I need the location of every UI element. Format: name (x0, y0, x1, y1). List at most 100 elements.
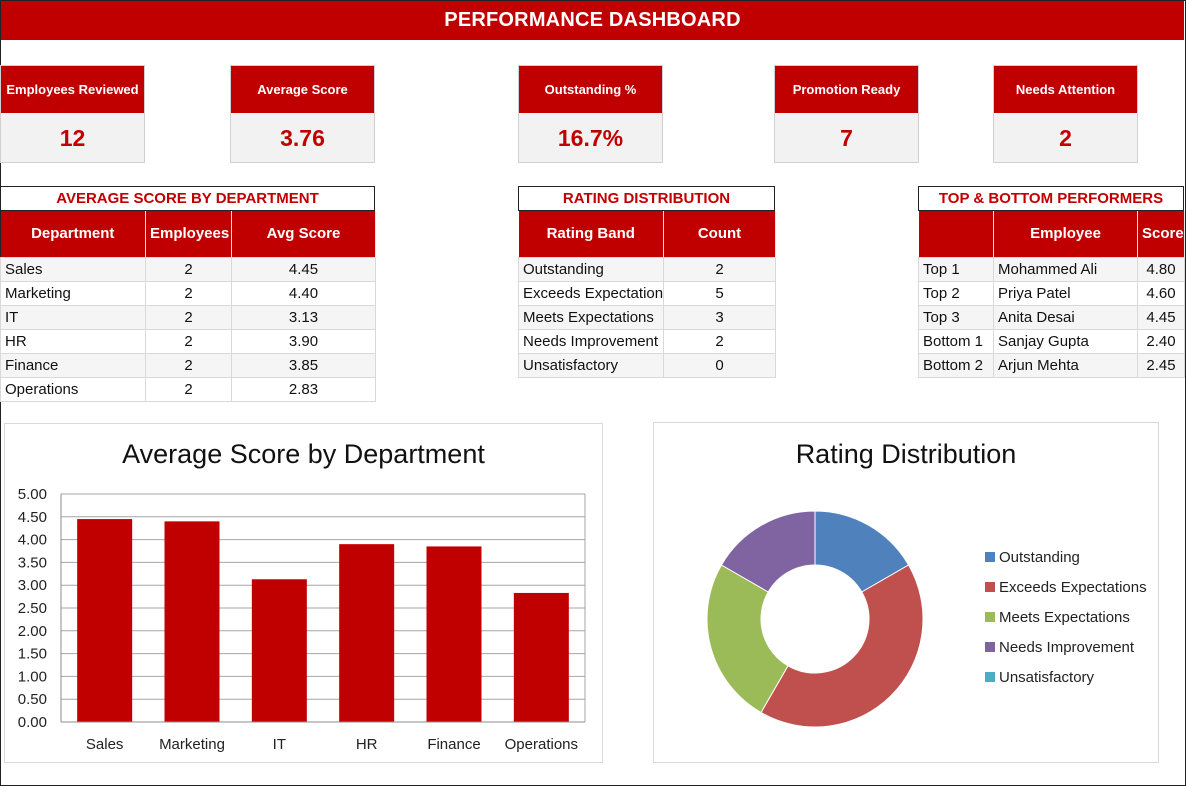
legend-item: Unsatisfactory (985, 669, 1094, 686)
table-cell: Top 3 (919, 305, 994, 329)
table-cell: 2 (146, 281, 232, 305)
table-cell: Outstanding (519, 257, 664, 281)
table-row: Marketing 2 4.40 (1, 281, 376, 305)
donut-slice (761, 565, 923, 727)
table-cell: 5 (664, 281, 776, 305)
y-tick-label: 1.50 (18, 646, 47, 663)
donut-chart-panel: Rating Distribution Outstanding Exceeds E… (653, 422, 1159, 763)
y-tick-label: 3.50 (18, 554, 47, 571)
table-cell: 2 (664, 329, 776, 353)
table-cell: Arjun Mehta (994, 353, 1138, 377)
legend-swatch (985, 642, 995, 652)
column-header (919, 211, 994, 257)
table-cell: 2 (146, 257, 232, 281)
x-tick-label: IT (273, 736, 286, 753)
kpi-card-needs-attention: Needs Attention 2 (993, 65, 1138, 163)
bar (165, 521, 220, 722)
kpi-label: Outstanding % (519, 66, 662, 113)
table-cell: 2 (146, 377, 232, 401)
kpi-label: Needs Attention (994, 66, 1137, 113)
table-row: Bottom 1 Sanjay Gupta 2.40 (919, 329, 1185, 353)
table-cell: Anita Desai (994, 305, 1138, 329)
table-cell: Sales (1, 257, 146, 281)
y-tick-label: 0.00 (18, 714, 47, 731)
table-row: Meets Expectations 3 (519, 305, 776, 329)
performers-table: Employee Score Top 1 Mohammed Ali 4.80 T… (918, 211, 1185, 378)
table-cell: Priya Patel (994, 281, 1138, 305)
performers-table-title: TOP & BOTTOM PERFORMERS (918, 186, 1184, 211)
y-tick-label: 2.50 (18, 600, 47, 617)
y-tick-label: 2.00 (18, 623, 47, 640)
table-cell: Exceeds Expectations (519, 281, 664, 305)
legend-label: Outstanding (999, 549, 1080, 566)
legend-label: Needs Improvement (999, 639, 1134, 656)
table-row: IT 2 3.13 (1, 305, 376, 329)
kpi-value: 3.76 (231, 113, 374, 163)
table-row: Top 3 Anita Desai 4.45 (919, 305, 1185, 329)
table-cell: Top 2 (919, 281, 994, 305)
table-row: Operations 2 2.83 (1, 377, 376, 401)
kpi-value: 2 (994, 113, 1137, 163)
kpi-card-employees-reviewed: Employees Reviewed 12 (0, 65, 145, 163)
bar (77, 519, 132, 722)
table-row: Top 1 Mohammed Ali 4.80 (919, 257, 1185, 281)
table-cell: 2 (146, 353, 232, 377)
table-row: Unsatisfactory 0 (519, 353, 776, 377)
table-cell: 2.45 (1138, 353, 1185, 377)
table-row: Exceeds Expectations 5 (519, 281, 776, 305)
kpi-value: 12 (1, 113, 144, 163)
dept-table-title: AVERAGE SCORE BY DEPARTMENT (0, 186, 375, 211)
table-cell: 4.60 (1138, 281, 1185, 305)
x-tick-label: Marketing (159, 736, 225, 753)
kpi-value: 7 (775, 113, 918, 163)
x-tick-label: HR (356, 736, 378, 753)
bar (427, 546, 482, 722)
table-cell: Bottom 2 (919, 353, 994, 377)
table-row: Sales 2 4.45 (1, 257, 376, 281)
bar-chart-panel: Average Score by Department 0.00 0.50 1.00… (4, 423, 603, 763)
y-tick-label: 0.50 (18, 691, 47, 708)
legend-swatch (985, 552, 995, 562)
legend-item: Needs Improvement (985, 639, 1134, 656)
rating-table: Rating Band Count Outstanding 2 Exceeds … (518, 211, 776, 378)
y-tick-label: 4.00 (18, 532, 47, 549)
column-header: Avg Score (232, 211, 376, 257)
table-cell: Mohammed Ali (994, 257, 1138, 281)
table-cell: Top 1 (919, 257, 994, 281)
table-cell: 3.13 (232, 305, 376, 329)
table-cell: 3.90 (232, 329, 376, 353)
table-row: Bottom 2 Arjun Mehta 2.45 (919, 353, 1185, 377)
table-cell: IT (1, 305, 146, 329)
table-row: Finance 2 3.85 (1, 353, 376, 377)
table-cell: Marketing (1, 281, 146, 305)
bar (339, 544, 394, 722)
column-header: Score (1138, 211, 1185, 257)
table-cell: 4.45 (1138, 305, 1185, 329)
table-cell: Bottom 1 (919, 329, 994, 353)
table-cell: 2 (146, 329, 232, 353)
table-cell: 2 (146, 305, 232, 329)
legend-swatch (985, 582, 995, 592)
y-tick-label: 1.00 (18, 668, 47, 685)
column-header: Count (664, 211, 776, 257)
table-cell: 4.80 (1138, 257, 1185, 281)
kpi-card-promotion-ready: Promotion Ready 7 (774, 65, 919, 163)
table-cell: 4.45 (232, 257, 376, 281)
table-cell: 2 (664, 257, 776, 281)
table-cell: 2.40 (1138, 329, 1185, 353)
table-cell: 3 (664, 305, 776, 329)
kpi-card-average-score: Average Score 3.76 (230, 65, 375, 163)
y-tick-label: 3.00 (18, 577, 47, 594)
legend-item: Meets Expectations (985, 609, 1130, 626)
rating-table-title: RATING DISTRIBUTION (518, 186, 775, 211)
table-row: Top 2 Priya Patel 4.60 (919, 281, 1185, 305)
x-tick-label: Sales (86, 736, 124, 753)
table-cell: Sanjay Gupta (994, 329, 1138, 353)
kpi-card-outstanding-pct: Outstanding % 16.7% (518, 65, 663, 163)
y-tick-label: 5.00 (18, 486, 47, 503)
kpi-label: Average Score (231, 66, 374, 113)
kpi-label: Promotion Ready (775, 66, 918, 113)
legend-item: Exceeds Expectations (985, 579, 1147, 596)
kpi-value: 16.7% (519, 113, 662, 163)
table-cell: Unsatisfactory (519, 353, 664, 377)
